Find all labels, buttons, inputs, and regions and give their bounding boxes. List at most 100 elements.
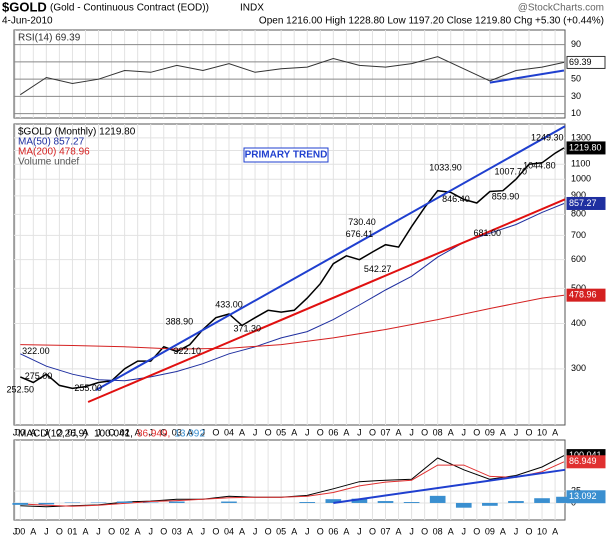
x-tick-label: J	[514, 526, 519, 536]
y-tick-label: 700	[571, 230, 586, 240]
y-tick-label: 1100	[571, 159, 590, 169]
price-annotation: 371.30	[233, 324, 261, 334]
price-annotation: 275.00	[25, 371, 53, 381]
legend-entry: 86.949,	[137, 429, 170, 440]
x-tick-label: 03	[172, 427, 182, 437]
x-tick-label: 10	[537, 526, 547, 536]
x-tick-label: 02	[120, 526, 130, 536]
quote: Open 1216.00 High 1228.80 Low 1197.20 Cl…	[259, 16, 604, 27]
x-tick-label: J	[96, 526, 101, 536]
price-annotation: 1044.80	[523, 161, 556, 171]
legend-entry: $GOLD (Monthly) 1219.80	[18, 127, 136, 138]
x-tick-label: O	[525, 427, 532, 437]
histogram-bar	[116, 501, 133, 503]
price-annotation: 252.50	[6, 384, 34, 394]
value-box	[566, 196, 606, 210]
series-line	[20, 56, 565, 96]
symbol: $GOLD	[2, 0, 47, 14]
price-annotation: 433.00	[215, 299, 243, 309]
x-tick-label: 10	[537, 427, 547, 437]
x-tick-label: 07	[380, 427, 390, 437]
histogram-bar	[482, 502, 498, 506]
y-tick-label: 800	[571, 209, 586, 219]
x-tick-label: 01	[67, 427, 77, 437]
x-tick-label: A	[448, 526, 454, 536]
histogram-bar	[429, 495, 446, 503]
price-annotation: 730.40	[348, 217, 376, 227]
price-annotation: 322.00	[22, 346, 50, 356]
trendline	[333, 468, 566, 504]
x-tick-label: A	[30, 427, 36, 437]
legend-entry: MA(50) 857.27	[18, 137, 85, 148]
x-tick-label: A	[552, 427, 558, 437]
y-tick-label: 1000	[571, 174, 591, 184]
legend-entry: RSI(14) 69.39	[18, 33, 81, 44]
price-annotation: 681.00	[473, 228, 501, 238]
x-tick-label: J	[44, 427, 49, 437]
x-tick-label: 08	[433, 526, 443, 536]
x-tick-label: O	[108, 427, 115, 437]
x-tick-label: A	[187, 427, 193, 437]
histogram-bar	[221, 501, 237, 503]
value-box-label: 857.27	[569, 198, 597, 208]
trendline	[489, 69, 565, 84]
x-tick-label: J	[409, 427, 414, 437]
series-line	[20, 461, 565, 507]
legend-entry: 13.092	[174, 429, 205, 440]
price-annotation: 1249.30	[531, 133, 564, 143]
date: 4-Jun-2010	[2, 16, 53, 27]
x-tick-label: J	[409, 526, 414, 536]
x-tick-label: A	[396, 526, 402, 536]
x-tick-label: J	[305, 526, 310, 536]
x-tick-label: 04	[224, 427, 234, 437]
x-tick-label: A	[187, 526, 193, 536]
x-tick-label: J	[305, 427, 310, 437]
value-box-label: 478.96	[569, 290, 597, 300]
y-tick-label: 30	[571, 91, 581, 101]
exchange: INDX	[240, 3, 264, 14]
x-tick-label: 09	[485, 526, 495, 536]
histogram-bar	[325, 499, 342, 503]
price-annotation: 255.00	[74, 383, 102, 393]
y-tick-label: 90	[571, 39, 581, 49]
y-tick-label: 900	[571, 190, 586, 200]
x-tick-label: A	[291, 427, 297, 437]
y-tick-label: 1300	[571, 132, 591, 142]
x-tick-label: 00	[15, 526, 25, 536]
trendline	[87, 198, 566, 403]
value-box	[566, 288, 606, 302]
x-tick-label: A	[135, 526, 141, 536]
x-tick-label: J	[462, 427, 467, 437]
x-tick-label: O	[160, 427, 167, 437]
x-tick-label: A	[500, 427, 506, 437]
x-tick-label: O	[212, 427, 219, 437]
x-tick-label: J	[201, 427, 206, 437]
source: @StockCharts.com	[518, 3, 604, 14]
x-tick-label: J	[148, 526, 153, 536]
trend-label: PRIMARY TREND	[245, 150, 328, 161]
x-tick-label: 02	[120, 427, 130, 437]
x-tick-label: 08	[433, 427, 443, 437]
histogram-bar	[299, 502, 316, 503]
x-tick-label: J	[253, 526, 258, 536]
x-tick-label: J	[253, 427, 258, 437]
histogram-bar	[556, 496, 572, 503]
value-box	[566, 55, 606, 69]
histogram-bar	[403, 502, 420, 503]
panel-frame	[13, 29, 566, 119]
histogram-bar	[12, 502, 29, 505]
x-tick-label: O	[265, 526, 272, 536]
y-tick-label: 10	[571, 108, 581, 118]
y-tick-label: 50	[571, 74, 581, 84]
x-tick-label: O	[265, 427, 272, 437]
price-annotation: 1007.70	[494, 166, 527, 176]
x-tick-label: J	[201, 526, 206, 536]
histogram-bar	[534, 498, 550, 503]
panel-title: MACD(12,26,9)	[18, 429, 87, 440]
histogram-bar	[38, 502, 55, 505]
x-tick-label: O	[56, 526, 63, 536]
y-tick-label: 300	[571, 363, 586, 373]
x-tick-label: J	[514, 427, 519, 437]
value-box-label: 1219.80	[569, 142, 602, 152]
x-tick-label: A	[239, 526, 245, 536]
